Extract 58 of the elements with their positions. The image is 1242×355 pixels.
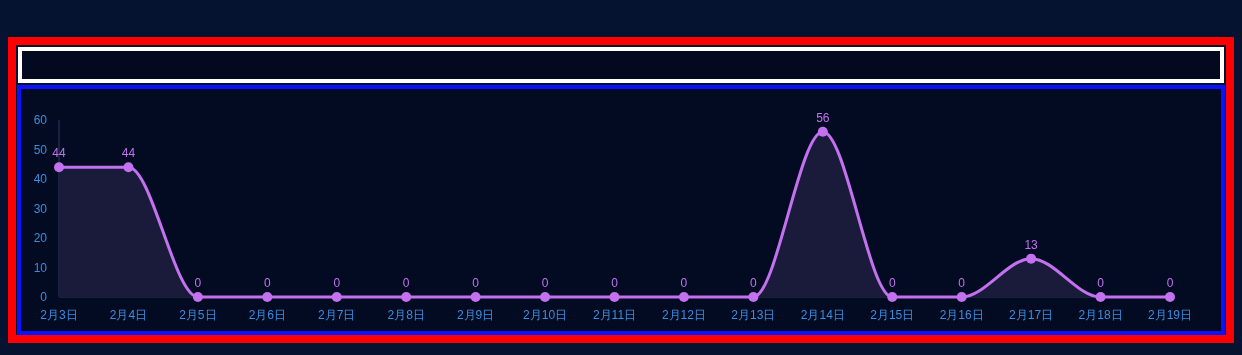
point <box>817 126 828 137</box>
point <box>192 292 203 302</box>
y-tick-label: 20 <box>33 231 48 245</box>
point <box>401 292 412 302</box>
y-tick-label: 0 <box>40 290 48 304</box>
x-tick-label: 2月11日 <box>592 308 637 322</box>
data-label: 13 <box>1024 237 1039 252</box>
point <box>540 292 551 302</box>
data-label: 0 <box>263 276 271 290</box>
data-label: 0 <box>680 276 688 290</box>
point <box>678 292 689 302</box>
data-label: 0 <box>1097 276 1105 290</box>
data-label: 0 <box>1166 276 1174 290</box>
x-tick-label: 2月4日 <box>109 308 148 322</box>
x-tick-label: 2月15日 <box>870 308 915 322</box>
x-tick-label: 2月6日 <box>248 308 286 322</box>
x-tick-label: 2月16日 <box>939 308 984 322</box>
y-tick-label: 40 <box>33 172 48 186</box>
data-label: 0 <box>750 276 758 290</box>
x-tick-label: 2月18日 <box>1078 308 1123 322</box>
point <box>123 162 134 173</box>
x-tick-label: 2月9日 <box>456 308 495 322</box>
point <box>956 292 967 302</box>
data-label: 44 <box>52 146 66 161</box>
x-tick-label: 2月10日 <box>523 308 568 322</box>
data-label: 0 <box>472 276 480 290</box>
x-tick-label: 2月13日 <box>731 308 776 322</box>
y-tick-label: 60 <box>33 113 48 127</box>
point <box>609 292 620 302</box>
data-label: 44 <box>121 146 136 161</box>
data-label: 0 <box>194 276 202 290</box>
data-label: 0 <box>402 276 410 290</box>
point <box>54 162 64 173</box>
x-tick-label: 2月17日 <box>1009 308 1054 322</box>
data-label: 0 <box>541 276 549 290</box>
point <box>1095 292 1106 302</box>
point <box>887 292 898 302</box>
point <box>262 292 273 302</box>
x-tick-label: 2月14日 <box>800 308 845 322</box>
point <box>1026 253 1037 264</box>
data-label: 0 <box>333 276 341 290</box>
data-label: 0 <box>958 276 966 290</box>
y-tick-label: 30 <box>33 201 48 216</box>
x-tick-label: 2月7日 <box>318 308 356 322</box>
y-tick-label: 10 <box>33 260 48 275</box>
point <box>748 292 759 302</box>
point <box>1165 292 1175 302</box>
x-tick-label: 2月12日 <box>661 308 706 322</box>
x-tick-label: 2月19日 <box>1147 308 1193 322</box>
x-tick-label: 2月3日 <box>40 308 78 322</box>
x-tick-label: 2月5日 <box>179 308 217 322</box>
data-label: 0 <box>611 276 619 290</box>
point <box>470 292 481 302</box>
point <box>331 292 342 302</box>
y-tick-label: 50 <box>33 142 48 157</box>
data-label: 56 <box>816 110 830 125</box>
data-label: 0 <box>888 276 896 290</box>
x-tick-label: 2月8日 <box>387 308 425 322</box>
